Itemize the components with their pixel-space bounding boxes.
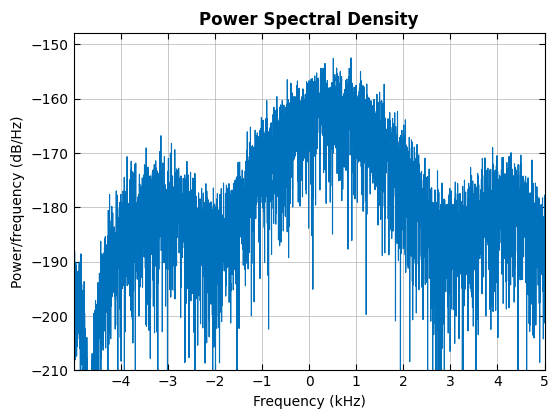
Y-axis label: Power/frequency (dB/Hz): Power/frequency (dB/Hz)	[11, 116, 25, 288]
Title: Power Spectral Density: Power Spectral Density	[199, 11, 419, 29]
X-axis label: Frequency (kHz): Frequency (kHz)	[253, 395, 366, 409]
